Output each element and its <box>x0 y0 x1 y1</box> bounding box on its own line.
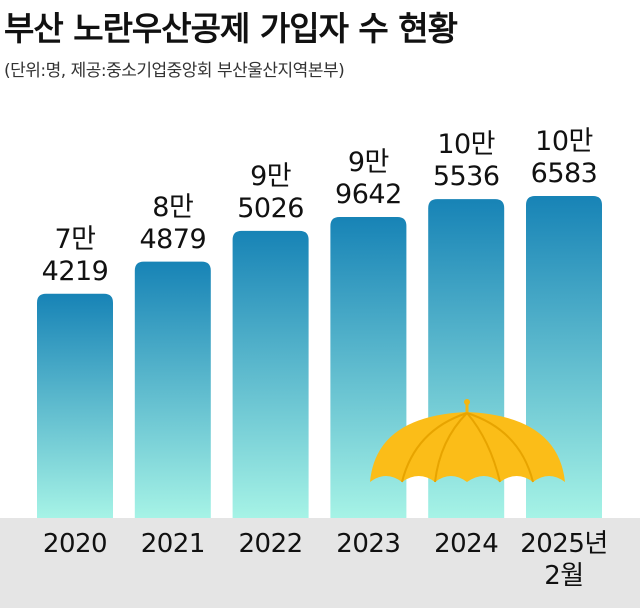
bar <box>134 261 211 518</box>
bar <box>526 196 602 518</box>
chart-title: 부산 노란우산공제 가입자 수 현황 <box>4 9 458 48</box>
x-tick-label: 2022 <box>238 529 304 559</box>
bar <box>232 230 309 518</box>
x-tick-label: 2020 <box>42 529 108 559</box>
chart-subtitle: (단위:명, 제공:중소기업중앙회 부산울산지역본부) <box>4 61 345 81</box>
x-tick-label: 2021 <box>140 529 206 559</box>
x-tick-label: 2025년 2월 <box>520 529 608 591</box>
umbrella-decoration <box>370 399 565 483</box>
bar <box>37 293 113 518</box>
value-label: 9만 5026 <box>237 160 304 224</box>
value-label: 10만 6583 <box>530 126 598 189</box>
x-tick-label: 2023 <box>336 529 401 559</box>
x-tick-label: 2024 <box>434 529 499 559</box>
axis-band <box>0 518 640 608</box>
value-label: 7만 4219 <box>41 223 109 287</box>
value-label: 10만 5536 <box>432 129 500 193</box>
value-label: 8만 4879 <box>139 191 207 255</box>
value-label: 9만 9642 <box>335 146 402 210</box>
